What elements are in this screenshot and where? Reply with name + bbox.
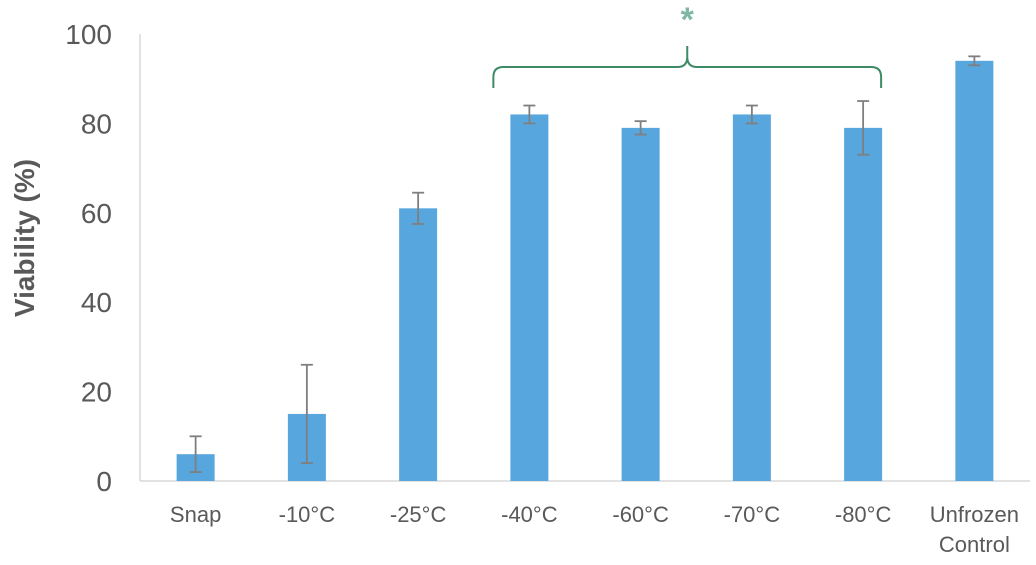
bars — [176, 60, 994, 482]
bar — [399, 208, 438, 481]
x-tick-label: -70°C — [724, 502, 781, 527]
error-bar — [523, 104, 536, 125]
error-bar — [300, 363, 313, 465]
y-axis-title: Viability (%) — [9, 159, 40, 317]
bar — [621, 127, 660, 482]
x-tick-label: Unfrozen Control — [930, 502, 1019, 557]
y-tick-label: 100 — [65, 19, 112, 50]
error-bar — [189, 435, 202, 473]
error-bars — [189, 55, 981, 473]
x-tick-label: Snap — [170, 502, 221, 527]
x-tick-label: -10°C — [279, 502, 336, 527]
bar — [732, 114, 771, 482]
y-tick-label: 20 — [81, 377, 112, 408]
y-tick-label: 60 — [81, 198, 112, 229]
y-tick-label: 0 — [96, 466, 112, 497]
y-tick-label: 80 — [81, 108, 112, 139]
error-bar — [857, 100, 870, 156]
error-bar — [745, 104, 758, 125]
bar — [510, 114, 549, 482]
error-bar — [412, 191, 425, 225]
y-axis: 0 20 40 60 80 100 — [65, 19, 141, 497]
bar — [955, 60, 994, 481]
x-tick-label: -40°C — [501, 502, 558, 527]
error-bar — [634, 120, 647, 136]
significance-bracket — [492, 46, 883, 88]
bar — [844, 127, 883, 482]
x-tick-label: -25°C — [390, 502, 447, 527]
significance-star: * — [681, 1, 695, 39]
x-tick-label: -80°C — [835, 502, 892, 527]
significance-annotation: * — [492, 1, 883, 88]
x-axis: Snap -10°C -25°C -40°C -60°C -70°C -80°C Unfroz… — [140, 480, 1030, 557]
error-bar — [968, 55, 981, 67]
x-tick-label: -60°C — [612, 502, 669, 527]
y-tick-label: 40 — [81, 287, 112, 318]
